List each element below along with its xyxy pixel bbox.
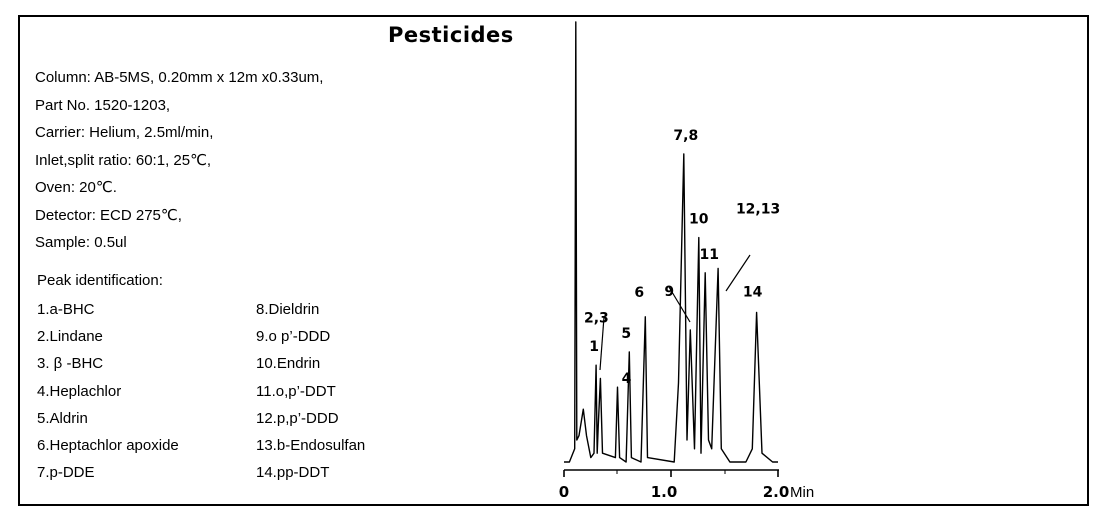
condition-oven: Oven: 20℃. (35, 179, 117, 196)
peak-label-4: 5 (621, 326, 631, 342)
condition-detector: Detector: ECD 275℃, (35, 206, 182, 224)
peak-identification-heading: Peak identification: (37, 272, 163, 289)
peak-label-10: 12,13 (736, 201, 780, 217)
peak-id-item: 14.pp-DDT (256, 464, 330, 482)
x-tick-label-0: 0 (559, 483, 569, 501)
peak-id-item: 12.p,p’-DDD (256, 409, 339, 427)
peak-label-5: 6 (634, 285, 644, 301)
condition-sample: Sample: 0.5ul (35, 234, 127, 251)
peak-id-item: 8.Dieldrin (256, 301, 320, 318)
peak-id-item: 13.b-Endosulfan (256, 437, 366, 455)
leader-line-2-3 (599, 316, 605, 371)
peak-label-1: 1 (589, 339, 599, 355)
peak-id-item: 6.Heptachlor apoxide (37, 437, 179, 455)
conditions-block: Column: AB-5MS, 0.20mm x 12m x0.33um, Pa… (35, 64, 323, 257)
x-axis: 0 1.0 2.0 Min (559, 469, 814, 501)
x-tick-label-2: 2.0 (763, 483, 790, 501)
peak-label-7: 9 (664, 284, 674, 300)
peak-label-2: 2,3 (584, 310, 609, 326)
chart-title: Pesticides (388, 23, 514, 47)
peak-id-item: 3. β -BHC (37, 355, 104, 373)
peak-id-item: 4.Heplachlor (37, 382, 122, 400)
peak-id-item: 2.Lindane (37, 328, 103, 346)
leader-lines (599, 254, 751, 371)
peak-id-item: 10.Endrin (256, 355, 321, 373)
figure-frame (18, 15, 1089, 506)
condition-part-no: Part No. 1520-1203, (35, 96, 171, 114)
peak-label-6: 7,8 (673, 128, 698, 144)
chromatogram-trace (564, 21, 778, 463)
peak-id-item: 9.o p’-DDD (256, 328, 331, 346)
x-unit-label: Min (790, 484, 814, 501)
peak-label-3: 4 (622, 371, 632, 387)
peak-id-item: 5.Aldrin (37, 409, 88, 427)
peak-labels: 1 2,3 4 5 6 7,8 9 10 11 12,13 14 (584, 128, 780, 387)
peak-label-9: 11 (699, 247, 718, 263)
peak-id-item: 7.p-DDE (37, 464, 95, 482)
leader-line-9 (668, 286, 691, 323)
condition-column: Column: AB-5MS, 0.20mm x 12m x0.33um, (35, 69, 324, 86)
peak-label-8: 10 (689, 212, 709, 228)
leader-line-12-13 (725, 254, 751, 292)
peak-list-col1: 1.a-BHC 2.Lindane 3. β -BHC 4.Heplachlor… (37, 296, 179, 486)
condition-carrier: Carrier: Helium, 2.5ml/min, (35, 124, 214, 141)
peak-id-item: 11.o,p’-DDT (256, 382, 336, 400)
peak-label-11: 14 (743, 284, 763, 300)
peak-id-item: 1.a-BHC (37, 301, 95, 318)
peak-list-col2: 8.Dieldrin 9.o p’-DDD 10.Endrin 11.o,p’-… (256, 296, 365, 486)
condition-inlet: Inlet,split ratio: 60:1, 25℃, (35, 151, 212, 169)
x-tick-label-1: 1.0 (651, 483, 678, 501)
